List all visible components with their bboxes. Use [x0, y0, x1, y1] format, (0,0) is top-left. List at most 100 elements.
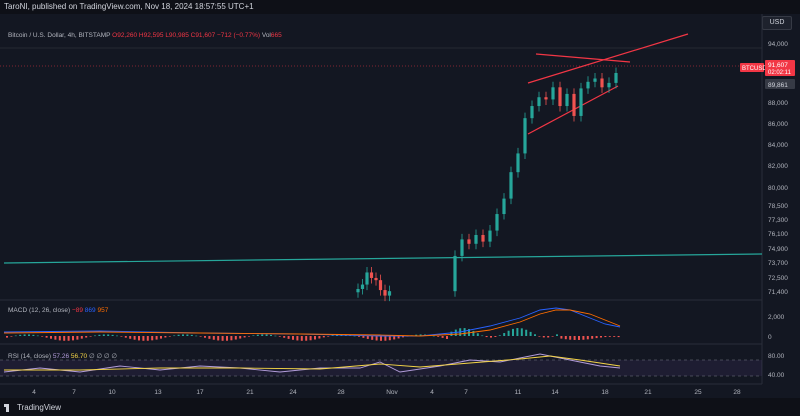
macd-hist-bar [283, 336, 286, 338]
candle-body [586, 81, 590, 89]
macd-tick-0: 0 [768, 334, 772, 341]
macd-hist-bar [94, 335, 96, 337]
macd-hist-bar [190, 334, 193, 336]
price-chart[interactable]: 94,000 88,000 86,000 84,000 82,000 80,00… [0, 0, 800, 398]
macd-hist-bar [129, 336, 132, 339]
price-tick-71400: 71,400 [768, 289, 788, 296]
legend-high: H92,595 [138, 32, 164, 39]
macd-hist-bar [538, 336, 541, 337]
macd-hist-bar [58, 336, 61, 341]
macd-hist-bar [243, 336, 246, 338]
macd-hist-bar [419, 334, 422, 336]
macd-hist-bar [287, 336, 290, 339]
macd-hist-bar [573, 336, 576, 340]
price-tick-80000: 80,000 [768, 185, 788, 192]
macd-hist-bar [498, 335, 501, 336]
macd-hist-bar [19, 334, 22, 336]
macd-hist-bar [314, 336, 316, 340]
macd-hist-bar [300, 336, 303, 341]
price-tick-78500: 78,500 [768, 203, 788, 210]
candle-body [509, 172, 513, 199]
macd-hist-bar [155, 336, 158, 340]
tradingview-logo[interactable]: TradingView [4, 403, 61, 412]
macd-tick-2000: 2,000 [768, 314, 785, 321]
macd-hist-bar [177, 334, 180, 336]
candle-body [453, 255, 457, 292]
macd-hist-bar [402, 336, 404, 338]
macd-hist-bar [67, 336, 70, 341]
macd-hist-bar [146, 336, 149, 341]
macd-hist-bar [318, 336, 321, 339]
candle-body [516, 153, 520, 173]
candle-body [565, 93, 569, 107]
wedge-top-line [535, 53, 631, 63]
macd-hist-bar [551, 336, 554, 337]
rsi-tick-40: 40.00 [768, 372, 785, 379]
macd-hist-bar [309, 336, 312, 341]
time-tick: 18 [601, 389, 609, 396]
macd-hist-bar [516, 328, 519, 336]
macd-hist-bar [230, 336, 233, 341]
macd-hist-bar [98, 334, 101, 336]
macd-hist-bar [578, 336, 580, 340]
macd-hist-bar [102, 334, 105, 336]
time-tick: 10 [108, 389, 116, 396]
macd-hist-bar [604, 336, 607, 338]
legend-volume-value: 665 [270, 32, 282, 39]
time-tick: 4 [32, 389, 36, 396]
macd-hist-bar [36, 335, 39, 337]
candle-body [593, 78, 597, 82]
time-tick: 13 [154, 389, 162, 396]
candle-body [523, 118, 527, 154]
rsi-tick-80: 80.00 [768, 353, 785, 360]
macd-hist-bar [371, 336, 374, 340]
macd-hist-bar [432, 335, 435, 337]
macd-label: MACD (12, 26, close) [8, 307, 71, 314]
macd-hist-bar [520, 328, 523, 336]
macd-hist-bar [582, 336, 585, 340]
candle-body [374, 277, 378, 281]
macd-hist-bar [6, 336, 8, 338]
macd-hist-bar [186, 334, 189, 336]
macd-hist-bar [168, 336, 171, 337]
candle-body [474, 234, 478, 244]
time-tick: 21 [644, 389, 652, 396]
macd-hist-bar [608, 336, 611, 337]
candle-body [551, 87, 555, 100]
macd-hist-bar [591, 336, 594, 339]
macd-hist-bar [322, 336, 325, 338]
candle-body [607, 82, 611, 88]
macd-hist-bar [362, 336, 365, 338]
currency-button[interactable]: USD [762, 16, 792, 30]
macd-hist-bar [560, 336, 563, 339]
marker-price-badge: 89,861 [768, 82, 788, 89]
macd-hist-bar [327, 336, 330, 337]
tradingview-logo-icon [4, 403, 14, 412]
time-tick: 24 [289, 389, 297, 396]
price-tick-73700: 73,700 [768, 260, 788, 267]
macd-value-1: −89 [71, 307, 83, 314]
macd-hist-bar [305, 336, 308, 341]
legend-open: O92,260 [112, 32, 138, 39]
macd-hist-bar [485, 336, 488, 338]
macd-hist-bar [80, 336, 83, 339]
time-tick: Nov [386, 389, 398, 396]
candle-body [481, 234, 485, 242]
macd-hist-bar [366, 336, 369, 339]
macd-hist-bar [54, 336, 57, 340]
macd-hist-bar [204, 336, 206, 338]
macd-hist-bar [239, 336, 242, 339]
macd-hist-bar [85, 336, 88, 338]
macd-hist-bar [72, 336, 74, 341]
macd-hist-bar [182, 334, 184, 336]
macd-hist-bar [472, 330, 475, 336]
macd-hist-bar [556, 334, 558, 336]
candle-body [614, 72, 618, 83]
macd-hist-bar [617, 336, 620, 338]
macd-hist-bar [358, 336, 360, 337]
macd-hist-bar [212, 336, 215, 340]
candle-body [600, 78, 604, 88]
macd-hist-bar [331, 335, 334, 336]
rsi-band [0, 360, 762, 376]
macd-hist-bar [512, 328, 514, 336]
